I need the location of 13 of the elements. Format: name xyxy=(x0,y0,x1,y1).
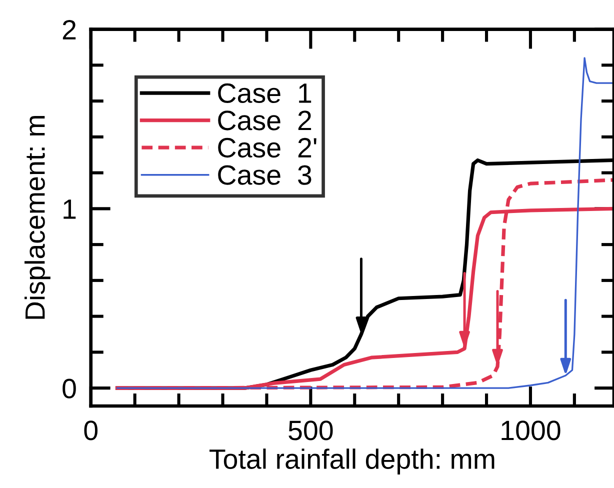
line-series xyxy=(116,57,614,389)
legend-label: Case 2 xyxy=(218,110,312,130)
legend-label: Case 1 xyxy=(218,83,312,104)
y-tick-label: 1 xyxy=(64,200,76,219)
legend-label: Case 3 xyxy=(218,165,312,185)
y-tick-label: 2 xyxy=(62,20,76,40)
y-tick-label: 0 xyxy=(62,378,76,398)
legend-label: Case 2' xyxy=(218,138,316,158)
x-tick-label: 0 xyxy=(84,420,98,440)
x-tick-label: 1000 xyxy=(502,420,560,440)
x-tick-label: 500 xyxy=(288,420,333,440)
x-axis-title: Total rainfall depth: mm xyxy=(209,448,494,474)
y-axis-title: Displacement: m xyxy=(24,116,50,319)
